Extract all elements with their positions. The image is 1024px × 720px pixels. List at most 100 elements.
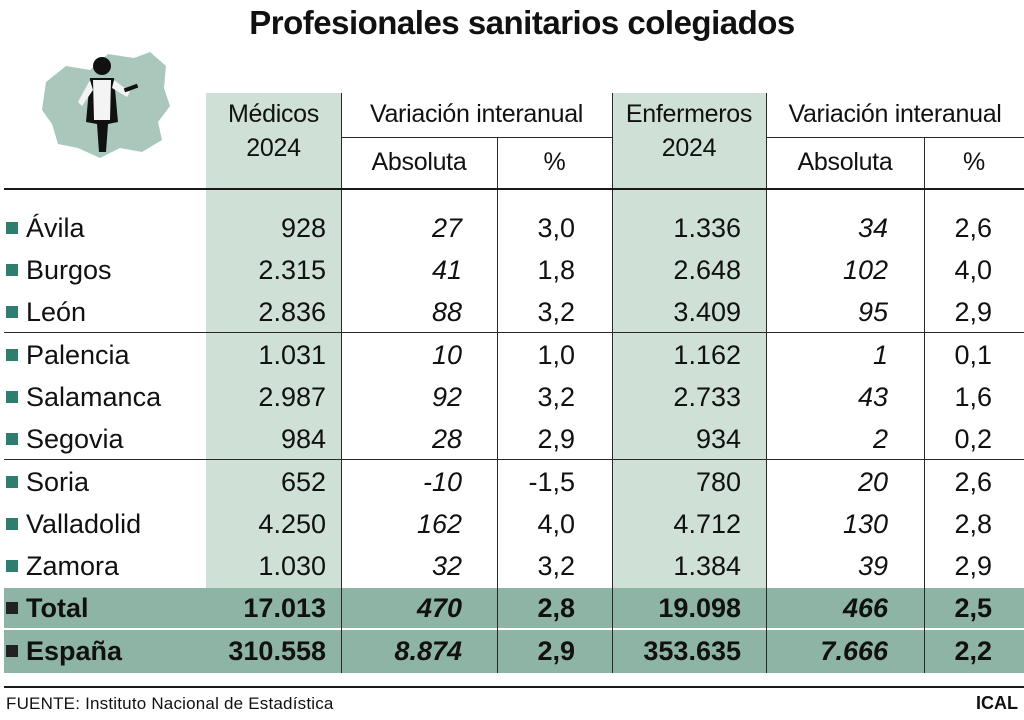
- cell-enf-pct: 0,2: [954, 424, 992, 454]
- table-row: Ávila 928 27 3,0 1.336 34 2,6: [0, 207, 1024, 249]
- cell-med-abs: 32: [431, 551, 462, 581]
- cell-enfermeros: 780: [695, 467, 741, 497]
- cell-med-abs: 470: [416, 593, 462, 623]
- row-name: Segovia: [6, 418, 206, 460]
- bullet-square-icon: [6, 518, 18, 530]
- cell-enfermeros: 1.336: [673, 213, 741, 243]
- cell-medicos: 2.315: [258, 255, 326, 285]
- header-medicos-line1: Médicos: [228, 100, 319, 128]
- table-bottom-line: [4, 686, 1024, 688]
- row-name: Burgos: [6, 249, 206, 291]
- grid-line: [497, 137, 498, 673]
- table-row: Valladolid 4.250 162 4,0 4.712 130 2,8: [0, 503, 1024, 545]
- cell-enf-abs: 43: [857, 382, 888, 412]
- cell-enf-abs: 1: [872, 340, 888, 370]
- header-absoluta-medicos: Absoluta: [371, 148, 467, 176]
- row-label: León: [26, 297, 87, 327]
- cell-enf-pct: 2,2: [954, 636, 992, 666]
- header-pct-medicos: %: [543, 148, 566, 176]
- cell-medicos: 17.013: [243, 593, 326, 623]
- row-label: Soria: [26, 467, 90, 497]
- cell-enf-abs: 2: [872, 424, 888, 454]
- cell-enfermeros: 1.384: [673, 551, 741, 581]
- grid-line: [766, 93, 767, 673]
- table-row: Palencia 1.031 10 1,0 1.162 1 0,1: [0, 334, 1024, 376]
- cell-medicos: 310.558: [228, 636, 326, 666]
- cell-enf-pct: 2,8: [954, 509, 992, 539]
- cell-med-abs: 28: [431, 424, 462, 454]
- table-row: Salamanca 2.987 92 3,2 2.733 43 1,6: [0, 376, 1024, 418]
- header-pct-enfermeros: %: [963, 148, 985, 176]
- cell-med-abs: 8.874: [394, 636, 462, 666]
- group-separator: [4, 332, 1024, 333]
- page-title: Profesionales sanitarios colegiados: [249, 4, 795, 41]
- row-label: Burgos: [26, 255, 112, 285]
- cell-enf-pct: 2,9: [954, 551, 992, 581]
- bullet-square-icon: [6, 645, 18, 657]
- bullet-square-icon: [6, 476, 18, 488]
- table-row: Burgos 2.315 41 1,8 2.648 102 4,0: [0, 249, 1024, 291]
- row-name: Ávila: [6, 207, 206, 249]
- header-subline: [766, 137, 1024, 138]
- header-enfermeros-line1: Enfermeros: [625, 100, 753, 128]
- cell-med-pct: 1,8: [537, 255, 575, 285]
- cell-med-pct: 4,0: [537, 509, 575, 539]
- cell-enfermeros: 3.409: [673, 297, 741, 327]
- header-absoluta-enfermeros: Absoluta: [797, 148, 893, 176]
- header-enfermeros: Enfermeros 2024: [612, 97, 766, 165]
- grid-line: [341, 93, 342, 673]
- row-label: Segovia: [26, 424, 124, 454]
- header-variacion-enfermeros: Variación interanual: [788, 100, 1002, 128]
- cell-enf-pct: 2,5: [954, 593, 992, 623]
- cell-med-abs: 10: [431, 340, 462, 370]
- cell-med-abs: 88: [431, 297, 462, 327]
- cell-enf-abs: 130: [842, 509, 888, 539]
- group-separator: [4, 459, 1024, 460]
- bullet-square-icon: [6, 222, 18, 234]
- cell-enf-pct: 2,6: [954, 213, 992, 243]
- source-note: FUENTE: Instituto Nacional de Estadístic…: [6, 694, 334, 714]
- cell-med-abs: 27: [431, 213, 462, 243]
- cell-enf-pct: 4,0: [954, 255, 992, 285]
- cell-medicos: 2.836: [258, 297, 326, 327]
- header-subline: [341, 137, 612, 138]
- cell-enf-abs: 95: [857, 297, 888, 327]
- cell-enfermeros: 934: [695, 424, 741, 454]
- row-label: Total: [26, 593, 89, 623]
- bullet-square-icon: [6, 349, 18, 361]
- cell-medicos: 1.031: [258, 340, 326, 370]
- total-row: Total 17.013 470 2,8 19.098 466 2,5: [0, 587, 1024, 629]
- cell-med-pct: 1,0: [537, 340, 575, 370]
- cell-med-pct: 2,9: [537, 424, 575, 454]
- table-row: Soria 652 -10 -1,5 780 20 2,6: [0, 461, 1024, 503]
- cell-med-pct: 3,2: [537, 551, 575, 581]
- row-label: Salamanca: [26, 382, 162, 412]
- header-medicos: Médicos 2024: [206, 97, 341, 165]
- header-bottom-line: [4, 188, 1024, 190]
- cell-med-abs: 162: [416, 509, 462, 539]
- row-name: Total: [6, 587, 206, 629]
- credit-label: ICAL: [976, 693, 1018, 713]
- cell-enf-pct: 1,6: [954, 382, 992, 412]
- row-name: Palencia: [6, 334, 206, 376]
- bullet-square-icon: [6, 560, 18, 572]
- row-name: Zamora: [6, 545, 206, 587]
- row-name: España: [6, 630, 206, 672]
- row-label: Valladolid: [26, 509, 142, 539]
- bullet-square-icon: [6, 391, 18, 403]
- cell-enf-abs: 466: [842, 593, 888, 623]
- medicos-column-shade: [206, 93, 341, 590]
- cell-med-pct: -1,5: [528, 467, 575, 497]
- header-medicos-line2: 2024: [246, 134, 301, 162]
- bullet-square-icon: [6, 306, 18, 318]
- total-band: [4, 588, 1024, 628]
- row-label: Zamora: [26, 551, 120, 581]
- cell-med-pct: 2,8: [537, 593, 575, 623]
- cell-enf-pct: 2,6: [954, 467, 992, 497]
- cell-med-pct: 2,9: [537, 636, 575, 666]
- row-name: León: [6, 291, 206, 333]
- cell-enfermeros: 19.098: [658, 593, 741, 623]
- cell-medicos: 984: [280, 424, 326, 454]
- row-name: Valladolid: [6, 503, 206, 545]
- cell-medicos: 4.250: [258, 509, 326, 539]
